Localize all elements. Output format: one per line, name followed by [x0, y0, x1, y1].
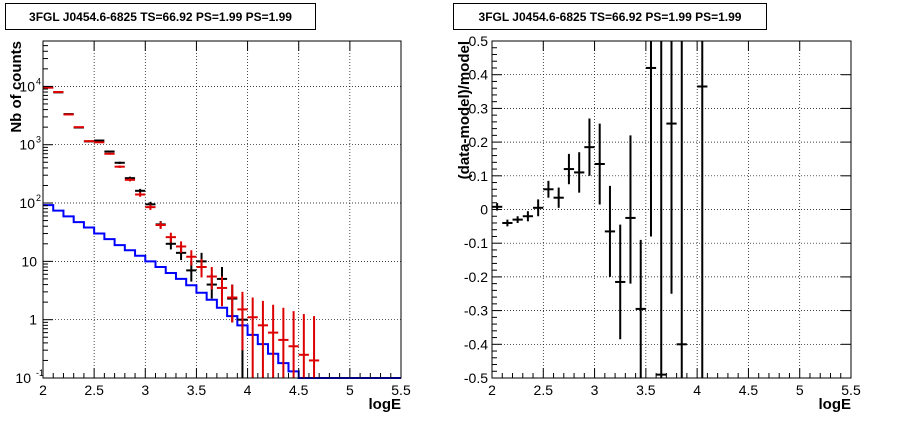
x-tick-label: 4.5: [739, 382, 759, 398]
y-tick-label: -0.1: [464, 235, 488, 251]
x-tick-label: 5.5: [841, 382, 861, 398]
x-tick-label: 2.5: [84, 382, 104, 398]
y-tick-label: 0.2: [469, 134, 489, 150]
x-tick-label: 4: [693, 382, 701, 398]
y-tick-label: 10: [19, 78, 35, 94]
y-tick-label: 10: [15, 370, 31, 386]
y-tick-label: 0.4: [469, 67, 489, 83]
x-tick-label: 5.5: [391, 382, 411, 398]
left-plot-frame: [42, 40, 402, 379]
y-tick-exponent: 2: [36, 193, 41, 203]
y-tick-label: 1: [29, 312, 37, 328]
y-axis-label: (data-model)/model: [456, 41, 473, 179]
y-tick-label: 10: [19, 137, 35, 153]
y-tick-label: 0.3: [469, 100, 489, 116]
x-tick-label: 3.5: [636, 382, 656, 398]
x-axis-label: logE: [819, 396, 852, 413]
y-tick-label: 0: [480, 202, 488, 218]
y-tick-label: 10: [19, 195, 35, 211]
x-tick-label: 3: [591, 382, 599, 398]
y-tick-exponent: -1: [36, 368, 44, 378]
x-tick-label: 2.5: [534, 382, 554, 398]
y-tick-exponent: 4: [36, 76, 41, 86]
x-tick-label: 5: [346, 382, 354, 398]
y-tick-label: -0.5: [464, 370, 488, 386]
right-plot: 2 2.5 3 3.5 4 4.5 5 5.5 -0.5 -0.4 -0.3 -0.2 -0.1 0 0.1…: [456, 33, 861, 413]
right-plot-title: 3FGL J0454.6-6825 TS=66.92 PS=1.99 PS=1.…: [453, 3, 767, 30]
x-tick-label: 4: [244, 382, 252, 398]
y-tick-label: 10: [21, 253, 37, 269]
x-tick-label: 2: [488, 382, 496, 398]
x-tick-label: 3.5: [187, 382, 207, 398]
y-tick-label: 0.5: [469, 33, 489, 49]
y-tick-label: -0.4: [464, 336, 488, 352]
y-tick-label: -0.3: [464, 303, 488, 319]
y-tick-label: 0.1: [469, 168, 489, 184]
x-tick-label: 4.5: [289, 382, 309, 398]
y-tick-label: -0.2: [464, 269, 488, 285]
y-axis-label: Nb of counts: [8, 41, 25, 133]
left-plot-title: 3FGL J0454.6-6825 TS=66.92 PS=1.99 PS=1.…: [5, 3, 316, 30]
x-axis-label: logE: [369, 396, 402, 413]
x-tick-label: 5: [796, 382, 804, 398]
x-tick-label: 3: [141, 382, 149, 398]
x-tick-label: 2: [39, 382, 47, 398]
y-tick-exponent: 3: [36, 135, 41, 145]
